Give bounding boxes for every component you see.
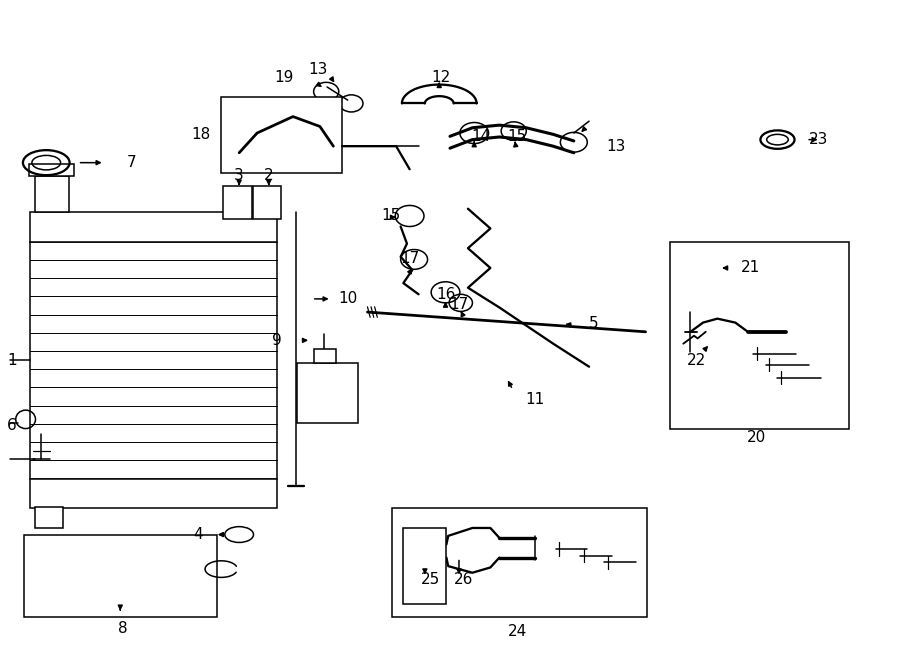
Text: 11: 11 bbox=[526, 392, 544, 407]
Text: 23: 23 bbox=[809, 132, 828, 147]
Text: 8: 8 bbox=[118, 621, 127, 635]
Text: 22: 22 bbox=[687, 352, 707, 368]
Text: 3: 3 bbox=[234, 169, 244, 183]
Text: 15: 15 bbox=[508, 129, 526, 144]
Bar bbox=[403, 528, 446, 603]
Bar bbox=[221, 97, 342, 173]
Text: 2: 2 bbox=[264, 169, 274, 183]
Text: 16: 16 bbox=[436, 287, 455, 302]
Bar bbox=[313, 349, 336, 364]
Text: 12: 12 bbox=[431, 69, 451, 85]
Text: 25: 25 bbox=[420, 572, 440, 587]
Text: 18: 18 bbox=[191, 127, 211, 142]
Text: 5: 5 bbox=[589, 317, 598, 331]
Text: 1: 1 bbox=[7, 352, 17, 368]
Bar bbox=[30, 212, 277, 242]
Text: 14: 14 bbox=[472, 129, 491, 144]
Text: 20: 20 bbox=[747, 430, 767, 445]
Bar bbox=[223, 186, 252, 219]
Bar bbox=[29, 164, 74, 176]
Text: 17: 17 bbox=[449, 297, 469, 312]
Bar bbox=[392, 508, 647, 617]
Bar bbox=[34, 176, 68, 212]
Text: 10: 10 bbox=[338, 292, 357, 307]
Text: 4: 4 bbox=[194, 527, 203, 542]
Bar bbox=[298, 364, 358, 422]
Bar bbox=[34, 507, 63, 528]
Bar bbox=[670, 242, 850, 429]
Text: 7: 7 bbox=[127, 155, 137, 170]
Text: 17: 17 bbox=[400, 251, 419, 266]
Text: 15: 15 bbox=[382, 208, 400, 223]
Bar bbox=[30, 479, 277, 508]
Text: 26: 26 bbox=[454, 572, 473, 587]
Bar bbox=[30, 242, 277, 479]
Text: 6: 6 bbox=[7, 418, 17, 434]
Text: 24: 24 bbox=[508, 625, 526, 639]
Text: 9: 9 bbox=[272, 333, 282, 348]
Text: 19: 19 bbox=[274, 69, 293, 85]
Text: 13: 13 bbox=[309, 61, 328, 77]
Bar bbox=[23, 535, 217, 617]
Text: 21: 21 bbox=[741, 260, 760, 276]
Text: 13: 13 bbox=[607, 139, 625, 154]
Bar bbox=[253, 186, 282, 219]
